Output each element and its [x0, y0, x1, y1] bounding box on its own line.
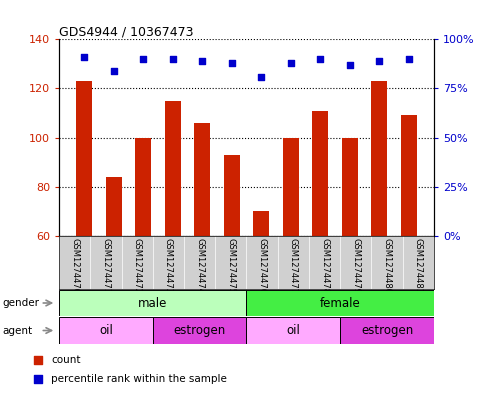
Point [110, 68, 118, 74]
Text: GSM1274478: GSM1274478 [320, 239, 329, 295]
Bar [246, 290, 434, 316]
Bar [371, 81, 387, 236]
Point [363, 277, 371, 283]
Text: GSM1274471: GSM1274471 [102, 239, 110, 294]
Bar [153, 317, 246, 344]
Text: GSM1274475: GSM1274475 [226, 239, 235, 294]
Text: GSM1274479: GSM1274479 [352, 239, 360, 294]
Text: GSM1274473: GSM1274473 [164, 239, 173, 295]
Point [169, 56, 176, 62]
Point [363, 98, 371, 105]
Text: oil: oil [99, 324, 113, 337]
Text: count: count [51, 354, 81, 365]
Bar [246, 317, 340, 344]
Text: GSM1274472: GSM1274472 [133, 239, 141, 294]
Text: GSM1274480: GSM1274480 [383, 239, 391, 294]
Text: estrogen: estrogen [174, 324, 226, 337]
Text: agent: agent [2, 325, 33, 336]
Point [228, 60, 236, 66]
Point [287, 60, 295, 66]
Bar [194, 123, 211, 236]
Text: GSM1274477: GSM1274477 [289, 239, 298, 295]
Point [346, 62, 353, 68]
Text: male: male [138, 296, 168, 310]
Text: GDS4944 / 10367473: GDS4944 / 10367473 [59, 25, 194, 38]
Text: percentile rank within the sample: percentile rank within the sample [51, 374, 227, 384]
Point [140, 56, 147, 62]
Text: estrogen: estrogen [361, 324, 413, 337]
Bar [165, 101, 181, 236]
Point [257, 73, 265, 80]
Text: GSM1274474: GSM1274474 [195, 239, 204, 294]
Bar [282, 138, 299, 236]
Bar [59, 290, 246, 316]
Text: GSM1274470: GSM1274470 [70, 239, 79, 294]
Point [405, 56, 413, 62]
Point [375, 58, 383, 64]
Bar [59, 317, 153, 344]
Text: GSM1274481: GSM1274481 [414, 239, 423, 294]
Text: GSM1274476: GSM1274476 [258, 239, 267, 295]
Point [198, 58, 206, 64]
Bar [135, 138, 151, 236]
Bar [342, 138, 358, 236]
Bar [76, 81, 92, 236]
Text: female: female [320, 296, 360, 310]
Text: gender: gender [2, 298, 39, 308]
Bar [312, 110, 328, 236]
Bar [224, 155, 240, 236]
Point [317, 56, 324, 62]
Point [80, 54, 88, 60]
Bar [401, 116, 417, 236]
Text: oil: oil [286, 324, 300, 337]
Bar [253, 211, 269, 236]
Bar [106, 177, 122, 236]
Bar [340, 317, 434, 344]
